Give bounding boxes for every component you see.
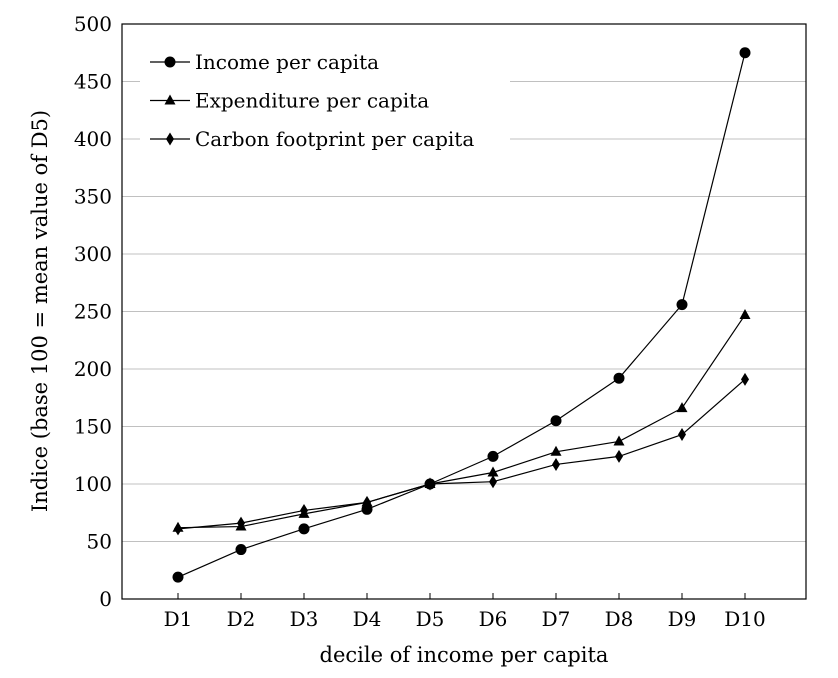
diamond-marker	[552, 457, 560, 471]
series-line	[177, 314, 746, 529]
legend-box	[140, 40, 510, 160]
x-tick-label: D4	[353, 607, 382, 631]
series-income-per-capita	[172, 47, 751, 583]
diamond-marker	[300, 503, 308, 517]
series-line	[177, 378, 746, 530]
diamond-marker	[363, 495, 371, 509]
triangle-marker	[487, 466, 499, 477]
diamond-marker	[237, 516, 245, 530]
y-tick-label: 50	[87, 530, 112, 554]
diamond-marker	[741, 372, 749, 386]
diamond-marker	[678, 428, 686, 442]
y-tick-label: 300	[74, 242, 112, 266]
triangle-marker	[676, 402, 688, 413]
diamond-marker	[489, 475, 497, 489]
y-tick-label: 150	[74, 415, 112, 439]
circle-marker	[613, 372, 625, 384]
y-tick-label: 250	[74, 300, 112, 324]
y-tick-label: 0	[99, 587, 112, 611]
y-tick-label: 450	[74, 70, 112, 94]
triangle-marker	[739, 308, 751, 319]
circle-marker	[550, 415, 562, 427]
x-axis-label: decile of income per capita	[320, 643, 609, 667]
circle-marker	[172, 571, 184, 583]
circle-marker	[235, 544, 247, 556]
circle-marker	[361, 503, 373, 515]
axes: 0 50 100 150 200 250 300 350 400 450 500 D1 D2 D3 D4 D5…	[74, 12, 766, 631]
x-tick-label: D2	[227, 607, 256, 631]
legend-label: Expenditure per capita	[195, 89, 429, 113]
x-tick-label: D5	[416, 607, 445, 631]
legend-label: Carbon footprint per capita	[195, 127, 474, 151]
series-expenditure-per-capita	[172, 308, 751, 532]
x-tick-label: D7	[542, 607, 571, 631]
x-tick-label: D8	[605, 607, 634, 631]
circle-marker	[298, 523, 310, 535]
y-axis-label: Indice (base 100 = mean value of D5)	[28, 110, 52, 512]
x-tick-label: D1	[164, 607, 193, 631]
diamond-marker	[174, 522, 182, 536]
circle-marker	[739, 47, 751, 59]
legend: Income per capita Expenditure per capita C…	[140, 40, 510, 160]
series-line	[177, 52, 746, 578]
triangle-marker	[550, 445, 562, 456]
x-tick-label: D9	[668, 607, 697, 631]
diamond-marker	[615, 449, 623, 463]
triangle-marker	[613, 435, 625, 446]
y-tick-label: 350	[74, 185, 112, 209]
y-tick-label: 500	[74, 12, 112, 36]
circle-marker	[164, 56, 176, 68]
circle-marker	[676, 299, 688, 311]
diamond-marker	[426, 477, 434, 491]
triangle-marker	[164, 94, 176, 105]
y-tick-label: 100	[74, 472, 112, 496]
y-tick-label: 400	[74, 127, 112, 151]
series-group	[172, 47, 751, 583]
y-tick-label: 200	[74, 357, 112, 381]
series-carbon-footprint-per-capita	[174, 372, 749, 536]
x-tick-label: D3	[290, 607, 319, 631]
x-tick-label: D6	[479, 607, 508, 631]
diamond-marker	[166, 132, 174, 146]
x-tick-label: D10	[724, 607, 765, 631]
plot-frame	[121, 23, 807, 600]
circle-marker	[487, 450, 499, 462]
legend-label: Income per capita	[195, 50, 379, 74]
